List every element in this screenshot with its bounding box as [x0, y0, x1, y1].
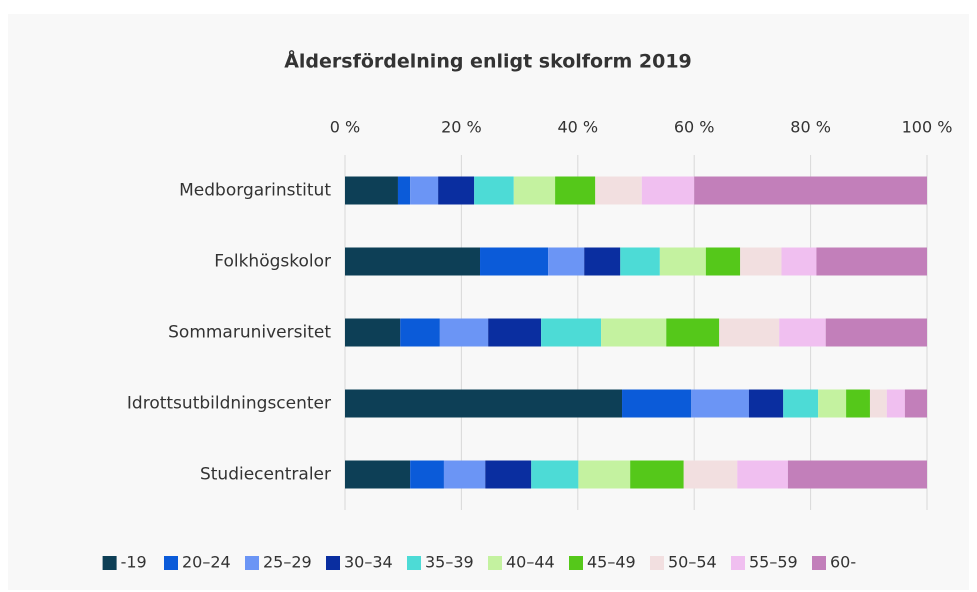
bar-segment — [740, 247, 782, 276]
bar-segment — [541, 318, 602, 347]
y-tick-label: Sommaruniversitet — [168, 323, 331, 343]
legend-swatch — [245, 556, 259, 570]
bar-segment — [779, 318, 826, 347]
bar-segment — [705, 247, 741, 276]
bar-segment — [548, 247, 585, 276]
bar-segment — [485, 460, 532, 489]
y-tick-label: Studiecentraler — [200, 465, 331, 485]
bar-segment — [345, 247, 481, 276]
bar-segment — [620, 247, 660, 276]
legend-label: 60- — [830, 553, 856, 572]
bar-segment — [816, 247, 927, 276]
legend-swatch — [407, 556, 421, 570]
legend-swatch — [812, 556, 826, 570]
bar-segment — [584, 247, 621, 276]
bar-segment — [869, 389, 887, 418]
bar-segment — [846, 389, 870, 418]
bar-segment — [531, 460, 579, 489]
legend-label: 55–59 — [749, 553, 798, 572]
bar-segment — [904, 389, 927, 418]
bar-segment — [825, 318, 927, 347]
bar-segment — [886, 389, 905, 418]
bar-segment — [410, 176, 439, 205]
bar-segment — [595, 176, 642, 205]
bar-segment — [397, 176, 411, 205]
bar-segment — [666, 318, 720, 347]
bar-segment — [513, 176, 556, 205]
bar-segment — [818, 389, 847, 418]
bar-segment — [578, 460, 631, 489]
bar-segment — [641, 176, 695, 205]
legend-swatch — [326, 556, 340, 570]
bar-segment — [345, 389, 623, 418]
y-tick-label: Idrottsutbildningscenter — [127, 394, 331, 414]
bar-segment — [630, 460, 684, 489]
bar-segment — [622, 389, 692, 418]
bar-segment — [474, 176, 514, 205]
legend-label: 50–54 — [668, 553, 717, 572]
bar-segment — [480, 247, 549, 276]
bar-segment — [691, 389, 749, 418]
legend-label: 40–44 — [506, 553, 555, 572]
legend-label: 20–24 — [182, 553, 231, 572]
bar-segment — [400, 318, 440, 347]
chart-title: Åldersfördelning enligt skolform 2019 — [284, 49, 692, 73]
bar-segment — [781, 247, 817, 276]
legend-label: 30–34 — [344, 553, 393, 572]
bar-segment — [345, 460, 411, 489]
y-tick-label: Folkhögskolor — [214, 252, 331, 272]
bar-segment — [737, 460, 788, 489]
bar-segment — [659, 247, 706, 276]
bar-segment — [787, 460, 927, 489]
bar-segment — [783, 389, 819, 418]
legend-label: 45–49 — [587, 553, 636, 572]
bar-segment — [345, 176, 398, 205]
chart-background — [8, 14, 969, 590]
y-tick-label: Medborgarinstitut — [179, 181, 331, 201]
x-tick-label: 0 % — [330, 118, 360, 137]
bar-segment — [719, 318, 780, 347]
bar-segment — [748, 389, 784, 418]
legend-swatch — [488, 556, 502, 570]
legend-swatch — [569, 556, 583, 570]
bar-segment — [345, 318, 401, 347]
legend-swatch — [731, 556, 745, 570]
legend-label: -19 — [121, 553, 147, 572]
x-tick-label: 20 % — [441, 118, 482, 137]
legend-swatch — [650, 556, 664, 570]
bar-segment — [601, 318, 667, 347]
legend-swatch — [102, 556, 117, 570]
legend-label: 35–39 — [425, 553, 474, 572]
bar-segment — [410, 460, 444, 489]
x-tick-label: 60 % — [674, 118, 715, 137]
x-tick-label: 80 % — [790, 118, 831, 137]
legend-swatch — [164, 556, 178, 570]
bar-segment — [488, 318, 542, 347]
x-tick-label: 100 % — [902, 118, 953, 137]
bar-segment — [555, 176, 596, 205]
x-tick-label: 40 % — [557, 118, 598, 137]
bar-segment — [438, 176, 475, 205]
legend-label: 25–29 — [263, 553, 312, 572]
bar-segment — [694, 176, 927, 205]
bar-segment — [439, 318, 489, 347]
bar-segment — [443, 460, 486, 489]
bar-segment — [683, 460, 738, 489]
